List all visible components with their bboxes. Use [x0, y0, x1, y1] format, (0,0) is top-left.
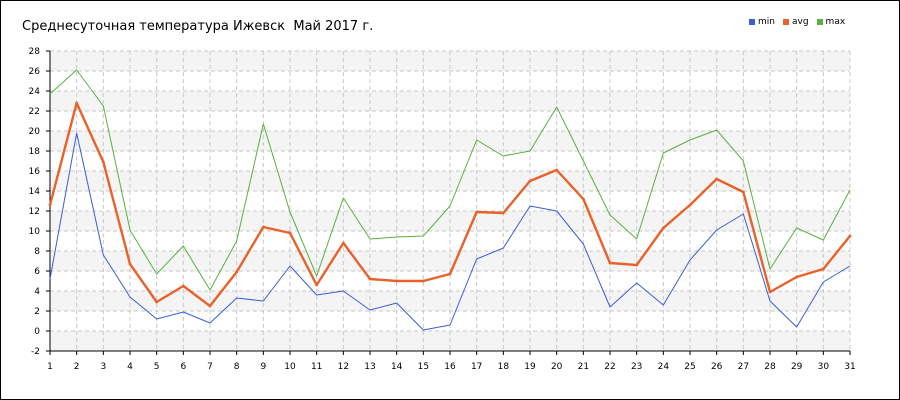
legend-item-min: min [749, 17, 775, 27]
x-tick-label: 5 [154, 362, 160, 372]
y-tick-label: 18 [29, 147, 41, 157]
x-tick-label: 7 [207, 362, 213, 372]
y-tick-label: 26 [29, 67, 41, 77]
legend-swatch-max [816, 19, 823, 25]
data-point-avg [395, 279, 399, 283]
legend-item-avg: avg [782, 17, 809, 27]
data-point-avg [528, 179, 532, 183]
data-point-avg [688, 203, 692, 207]
x-tick-label: 27 [738, 362, 749, 372]
data-point-avg [821, 267, 825, 271]
x-tick-label: 20 [551, 362, 563, 372]
data-point-avg [261, 225, 265, 229]
x-tick-label: 13 [364, 362, 375, 372]
data-point-avg [288, 231, 292, 235]
x-tick-label: 29 [791, 362, 803, 372]
y-tick-label: 0 [34, 327, 40, 337]
legend-label-avg: avg [791, 17, 809, 27]
legend-swatch-min [749, 19, 755, 25]
x-tick-label: 3 [100, 362, 106, 372]
y-tick-label: 8 [34, 247, 40, 257]
y-tick-label: 14 [29, 187, 41, 197]
x-tick-label: 21 [578, 362, 589, 372]
data-point-avg [235, 270, 239, 274]
data-point-avg [128, 262, 132, 266]
data-point-avg [661, 226, 665, 230]
x-tick-label: 23 [631, 362, 642, 372]
x-tick-label: 14 [391, 362, 403, 372]
x-tick-label: 25 [684, 362, 695, 372]
y-tick-label: 4 [34, 287, 40, 297]
data-point-avg [741, 190, 745, 194]
data-point-avg [795, 275, 799, 279]
y-tick-label: 28 [29, 47, 41, 57]
data-point-avg [448, 272, 452, 276]
x-tick-label: 2 [74, 362, 80, 372]
data-point-avg [581, 197, 585, 201]
x-tick-label: 18 [498, 362, 510, 372]
data-point-avg [608, 261, 612, 265]
data-point-avg [208, 304, 212, 308]
x-tick-label: 4 [127, 362, 133, 372]
y-tick-label: 24 [29, 87, 41, 97]
y-tick-label: 20 [29, 127, 41, 137]
x-tick-label: 17 [471, 362, 482, 372]
y-tick-label: 16 [29, 167, 41, 177]
x-tick-label: 30 [818, 362, 830, 372]
x-tick-label: 16 [444, 362, 456, 372]
y-tick-label: 2 [34, 307, 40, 317]
data-point-avg [341, 241, 345, 245]
x-tick-label: 6 [180, 362, 186, 372]
y-tick-label: 12 [29, 207, 40, 217]
x-tick-label: 28 [764, 362, 776, 372]
data-point-avg [101, 160, 105, 164]
legend-item-max: max [816, 17, 846, 27]
data-point-avg [155, 300, 159, 304]
data-point-avg [715, 177, 719, 181]
x-tick-label: 15 [418, 362, 429, 372]
y-tick-label: 10 [29, 227, 41, 237]
y-tick-label: 22 [29, 107, 40, 117]
data-point-avg [475, 210, 479, 214]
x-tick-label: 10 [284, 362, 296, 372]
x-tick-label: 19 [524, 362, 536, 372]
data-point-avg [768, 290, 772, 294]
series-line-min [49, 132, 851, 331]
data-point-avg [555, 168, 559, 172]
data-point-avg [848, 234, 852, 238]
x-tick-label: 26 [711, 362, 723, 372]
y-tick-label: 6 [34, 267, 40, 277]
data-point-avg [181, 284, 185, 288]
x-tick-label: 9 [260, 362, 266, 372]
grid-band [50, 131, 850, 151]
data-point-avg [635, 263, 639, 267]
x-tick-label: 1 [47, 362, 53, 372]
data-point-avg [75, 101, 79, 105]
legend-label-min: min [758, 17, 775, 27]
x-tick-label: 12 [338, 362, 349, 372]
data-point-avg [501, 211, 505, 215]
legend: min avg max [749, 17, 845, 27]
x-tick-label: 22 [604, 362, 615, 372]
data-point-avg [368, 277, 372, 281]
legend-label-max: max [825, 17, 846, 27]
data-point-avg [315, 283, 319, 287]
x-tick-label: 31 [844, 362, 855, 372]
x-tick-label: 8 [234, 362, 240, 372]
y-tick-label: -2 [31, 347, 40, 357]
series-line-max [49, 69, 851, 291]
legend-swatch-avg [782, 19, 789, 25]
x-tick-label: 11 [311, 362, 322, 372]
chart-title: Среднесуточная температура Ижевск Май 20… [22, 19, 374, 34]
data-point-avg [48, 203, 52, 207]
data-point-avg [421, 279, 425, 283]
grid-band [50, 291, 850, 311]
x-tick-label: 24 [658, 362, 670, 372]
